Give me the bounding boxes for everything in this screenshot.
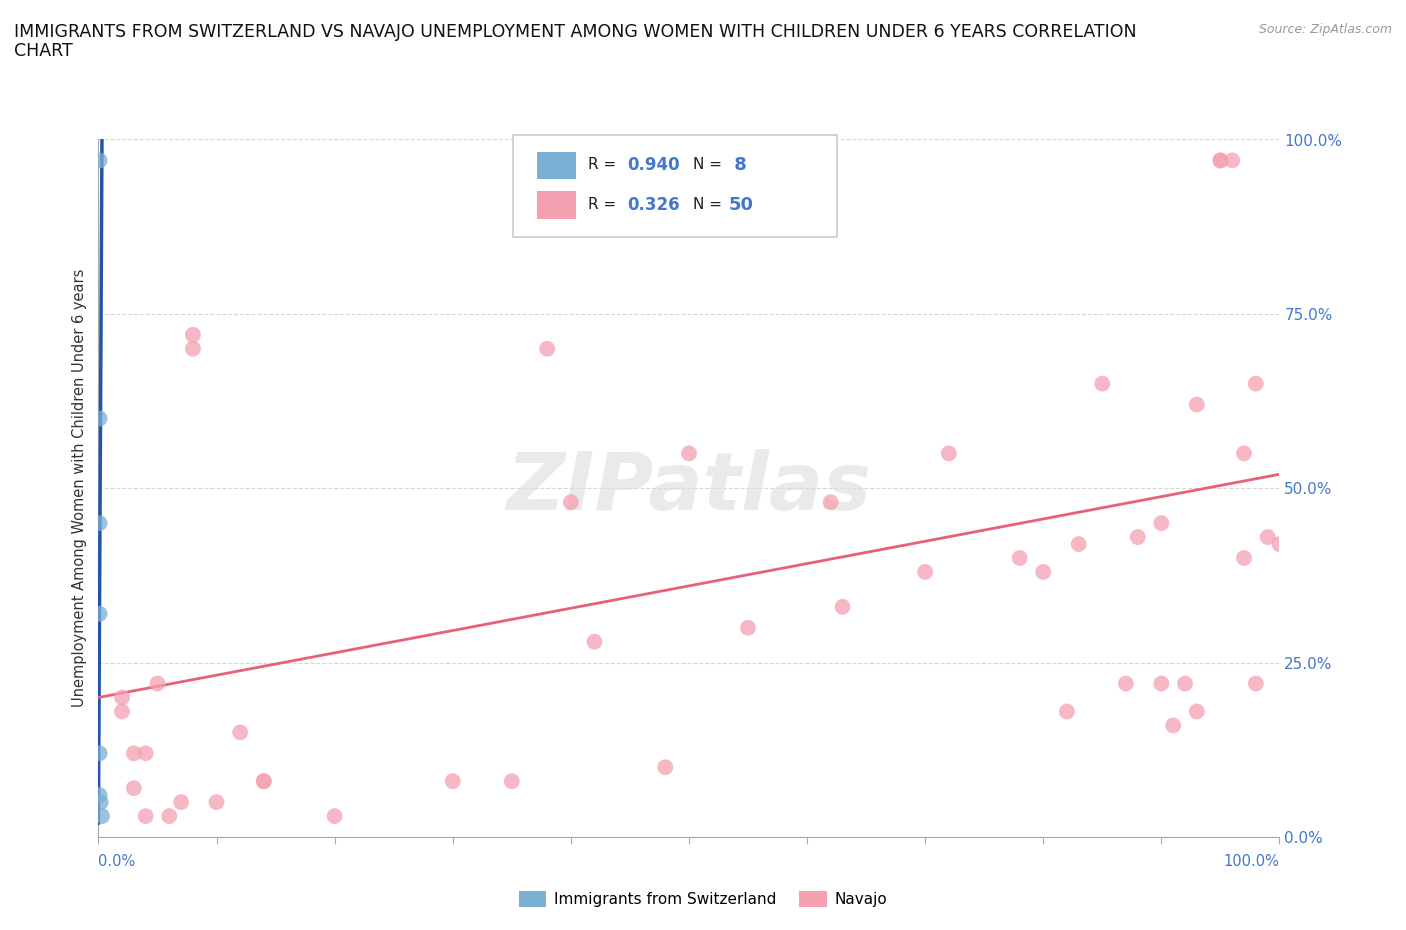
Point [501,774,523,789]
Text: 0.326: 0.326 [627,195,679,214]
Point [253,774,276,789]
Point [938,445,960,460]
Text: 50: 50 [728,195,754,214]
Point [560,495,582,510]
Text: IMMIGRANTS FROM SWITZERLAND VS NAVAJO UNEMPLOYMENT AMONG WOMEN WITH CHILDREN UND: IMMIGRANTS FROM SWITZERLAND VS NAVAJO UN… [14,23,1136,41]
Text: 100.0%: 100.0% [1223,854,1279,869]
Point [1257,530,1279,545]
Point [323,809,346,824]
Point [441,774,464,789]
Point [181,341,204,356]
Point [1268,537,1291,551]
Point [135,746,157,761]
Point [1244,676,1267,691]
Point [90,794,112,809]
Y-axis label: Unemployment Among Women with Children Under 6 years: Unemployment Among Women with Children U… [72,269,87,708]
Point [1209,153,1232,168]
Text: 8: 8 [728,155,747,174]
Point [1244,376,1267,391]
Point [914,565,936,579]
Point [737,620,759,635]
Text: 0.940: 0.940 [627,155,679,174]
Point [1115,676,1137,691]
Text: R =: R = [588,157,621,172]
Point [1161,718,1184,733]
Point [1209,153,1232,168]
Point [583,634,606,649]
Point [1032,565,1054,579]
Text: CHART: CHART [14,42,73,60]
Point [157,809,180,824]
Text: ZIPatlas: ZIPatlas [506,449,872,527]
Point [1150,676,1173,691]
Legend: Immigrants from Switzerland, Navajo: Immigrants from Switzerland, Navajo [513,884,893,913]
Point [1056,704,1078,719]
Point [122,781,145,796]
Text: N =: N = [693,157,727,172]
Point [170,794,193,809]
Point [1126,530,1149,545]
Text: Source: ZipAtlas.com: Source: ZipAtlas.com [1258,23,1392,36]
Point [135,809,157,824]
Point [1185,704,1208,719]
Point [89,606,111,621]
Point [89,153,111,168]
Point [1233,445,1256,460]
Point [253,774,276,789]
Point [831,600,853,615]
Point [89,411,111,426]
Point [678,445,700,460]
Point [91,809,114,824]
Point [89,788,111,803]
Point [1220,153,1243,168]
Text: R =: R = [588,197,621,212]
Point [146,676,169,691]
Point [111,690,134,705]
Point [820,495,842,510]
Point [229,725,252,740]
Point [1008,551,1031,565]
Point [1174,676,1197,691]
Point [122,746,145,761]
Point [1067,537,1090,551]
Point [1091,376,1114,391]
Text: N =: N = [693,197,727,212]
Point [1233,551,1256,565]
Point [205,794,228,809]
Point [89,515,111,530]
Text: 0.0%: 0.0% [98,854,135,869]
Point [181,327,204,342]
Point [1150,515,1173,530]
Point [111,704,134,719]
Point [89,746,111,761]
Point [654,760,676,775]
Point [1185,397,1208,412]
Point [536,341,558,356]
